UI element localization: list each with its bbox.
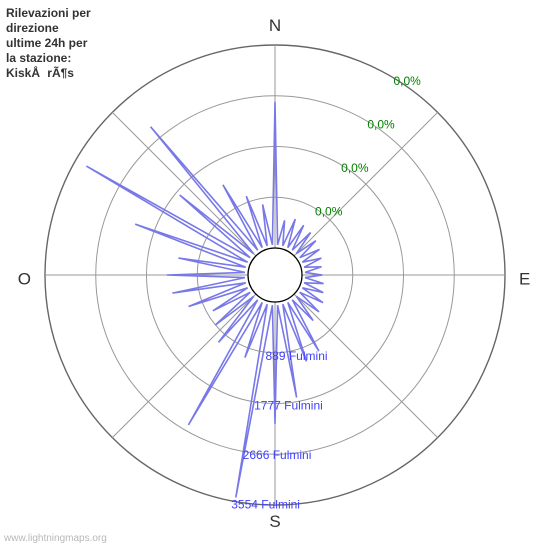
grid-spoke [294, 294, 438, 438]
grid-spoke [112, 112, 256, 256]
pct-label: 0,0% [341, 161, 369, 175]
compass-s: S [269, 512, 280, 531]
grid-spoke [112, 294, 256, 438]
compass-w: O [18, 269, 31, 288]
compass-n: N [269, 16, 281, 35]
fulmini-label: 1777 Fulmini [254, 398, 323, 412]
hub-circle [248, 248, 302, 302]
grid-spoke [294, 112, 438, 256]
title-block: Rilevazioni per direzione ultime 24h per… [6, 6, 91, 81]
fulmini-label: 3554 Fulmini [231, 497, 300, 511]
pct-label: 0,0% [315, 205, 343, 219]
compass-e: E [519, 269, 530, 288]
fulmini-label: 2666 Fulmini [243, 448, 312, 462]
fulmini-label: 889 Fulmini [266, 349, 328, 363]
rose-series [86, 102, 323, 498]
pct-label: 0,0% [367, 118, 395, 132]
pct-label: 0,0% [393, 74, 421, 88]
credit-text: www.lightningmaps.org [4, 533, 107, 544]
polar-chart: N S E O 0,0% 0,0% 0,0% 0,0% 889 Fulmini 1777 Fulm… [0, 0, 550, 550]
title-text: Rilevazioni per direzione ultime 24h per… [6, 6, 91, 80]
